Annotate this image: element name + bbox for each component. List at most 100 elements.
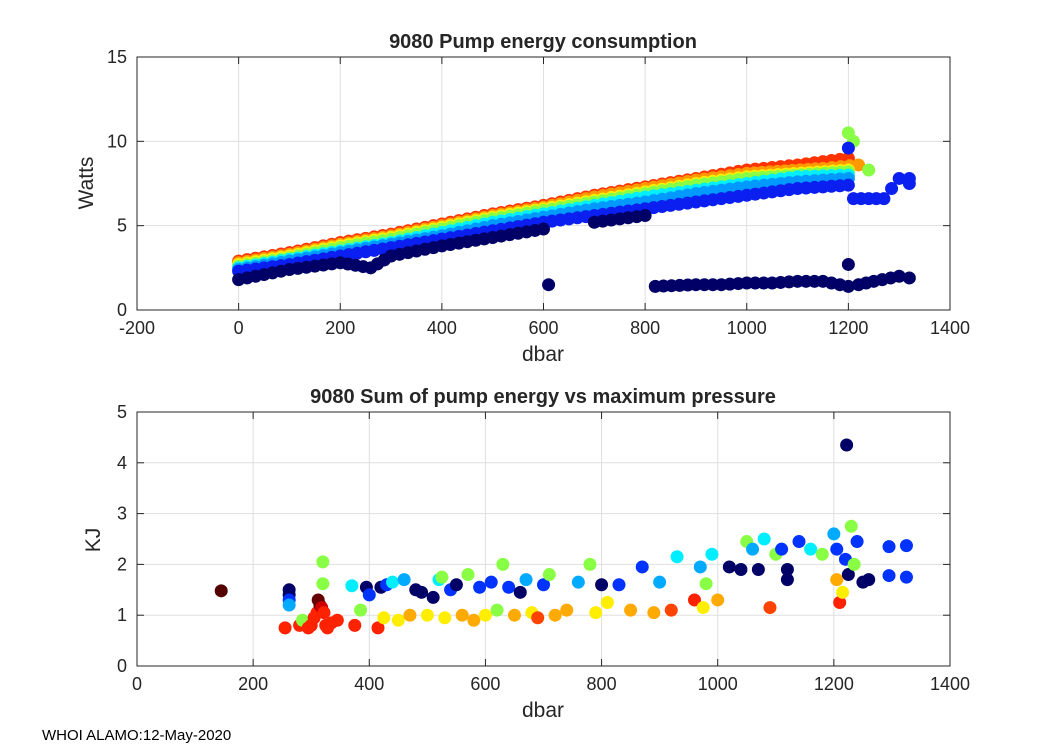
x-tick-label: -200	[119, 318, 155, 338]
data-point	[734, 562, 748, 576]
data-point	[371, 621, 385, 635]
bottom-x-axis-label: dbar	[522, 699, 564, 722]
data-point	[862, 573, 876, 587]
data-point	[844, 519, 858, 533]
data-point	[612, 578, 626, 592]
data-point	[438, 611, 452, 625]
data-point	[467, 613, 481, 627]
y-tick-label: 10	[107, 131, 127, 151]
bottom-chart-title: 9080 Sum of pump energy vs maximum press…	[310, 386, 776, 408]
data-point	[731, 277, 745, 291]
data-point	[763, 601, 777, 615]
x-tick-label: 0	[234, 318, 244, 338]
data-point	[899, 570, 913, 584]
data-point	[836, 585, 850, 599]
data-point	[782, 275, 796, 289]
data-point	[681, 278, 695, 292]
data-point	[426, 241, 440, 255]
data-point	[705, 547, 719, 561]
data-point	[664, 603, 678, 617]
data-point	[647, 606, 661, 620]
data-point	[316, 577, 330, 591]
data-point	[804, 542, 818, 556]
data-point	[833, 596, 847, 609]
data-point	[699, 577, 713, 591]
data-point	[833, 278, 847, 292]
data-point	[693, 560, 707, 574]
data-point	[542, 278, 556, 292]
data-point	[746, 542, 760, 556]
data-point	[377, 611, 391, 625]
data-point	[884, 271, 898, 285]
data-point	[415, 585, 429, 599]
data-point	[624, 603, 638, 617]
data-point	[780, 573, 794, 587]
x-tick-label: 800	[630, 318, 660, 338]
data-point	[687, 593, 701, 607]
data-point	[899, 539, 913, 553]
data-point	[490, 603, 504, 617]
data-point	[507, 608, 521, 622]
data-point	[435, 570, 449, 584]
data-point	[780, 562, 794, 576]
data-point	[583, 557, 597, 571]
y-tick-label: 0	[117, 656, 127, 676]
data-point	[885, 182, 899, 196]
data-point	[833, 179, 847, 193]
top-chart-title: 9080 Pump energy consumption	[389, 31, 697, 53]
data-point	[354, 603, 368, 617]
data-point	[513, 585, 527, 599]
data-point	[830, 542, 844, 556]
y-tick-label: 5	[117, 216, 127, 236]
data-point	[589, 606, 603, 620]
data-point	[397, 573, 411, 587]
y-tick-label: 0	[117, 300, 127, 320]
data-point	[330, 613, 344, 627]
data-point	[892, 171, 906, 185]
data-point	[449, 578, 463, 592]
data-point	[484, 575, 498, 589]
x-tick-label: 1000	[727, 318, 767, 338]
data-point	[362, 588, 376, 602]
data-point	[847, 557, 861, 571]
top-data-points	[232, 126, 916, 293]
top-y-axis-label: Watts	[75, 157, 98, 210]
y-tick-label: 1	[117, 605, 127, 625]
data-point	[808, 274, 821, 288]
data-point	[792, 535, 806, 549]
data-point	[782, 183, 796, 197]
data-point	[815, 547, 829, 561]
data-point	[317, 606, 331, 620]
data-point	[214, 584, 228, 598]
x-tick-label: 400	[427, 318, 457, 338]
data-point	[478, 608, 492, 622]
x-tick-label: 200	[325, 318, 355, 338]
bottom-chart: 0 200 400 600 800 1000 1200 1400 0 1 2 3 4 5 9080 Sum…	[82, 386, 970, 722]
y-tick-label: 3	[117, 504, 127, 524]
x-tick-label: 400	[354, 674, 384, 694]
data-point	[455, 608, 469, 622]
data-point	[882, 569, 896, 583]
bottom-y-axis-label: KJ	[82, 528, 105, 553]
data-point	[902, 171, 916, 185]
data-point	[595, 578, 609, 592]
data-point	[706, 278, 720, 292]
bottom-plot-frame	[136, 411, 951, 667]
y-tick-label: 2	[117, 554, 127, 574]
data-point	[841, 568, 855, 582]
data-point	[696, 601, 710, 615]
data-point	[670, 550, 684, 564]
data-point	[757, 276, 771, 290]
data-point	[711, 593, 725, 607]
y-tick-label: 15	[107, 47, 127, 67]
data-point	[862, 163, 876, 177]
data-point	[841, 141, 855, 155]
data-point	[391, 613, 405, 627]
data-point	[600, 596, 614, 609]
data-point	[473, 580, 487, 594]
data-point	[859, 276, 873, 290]
data-point	[461, 568, 475, 582]
x-tick-label: 200	[238, 674, 268, 694]
data-point	[882, 540, 896, 554]
